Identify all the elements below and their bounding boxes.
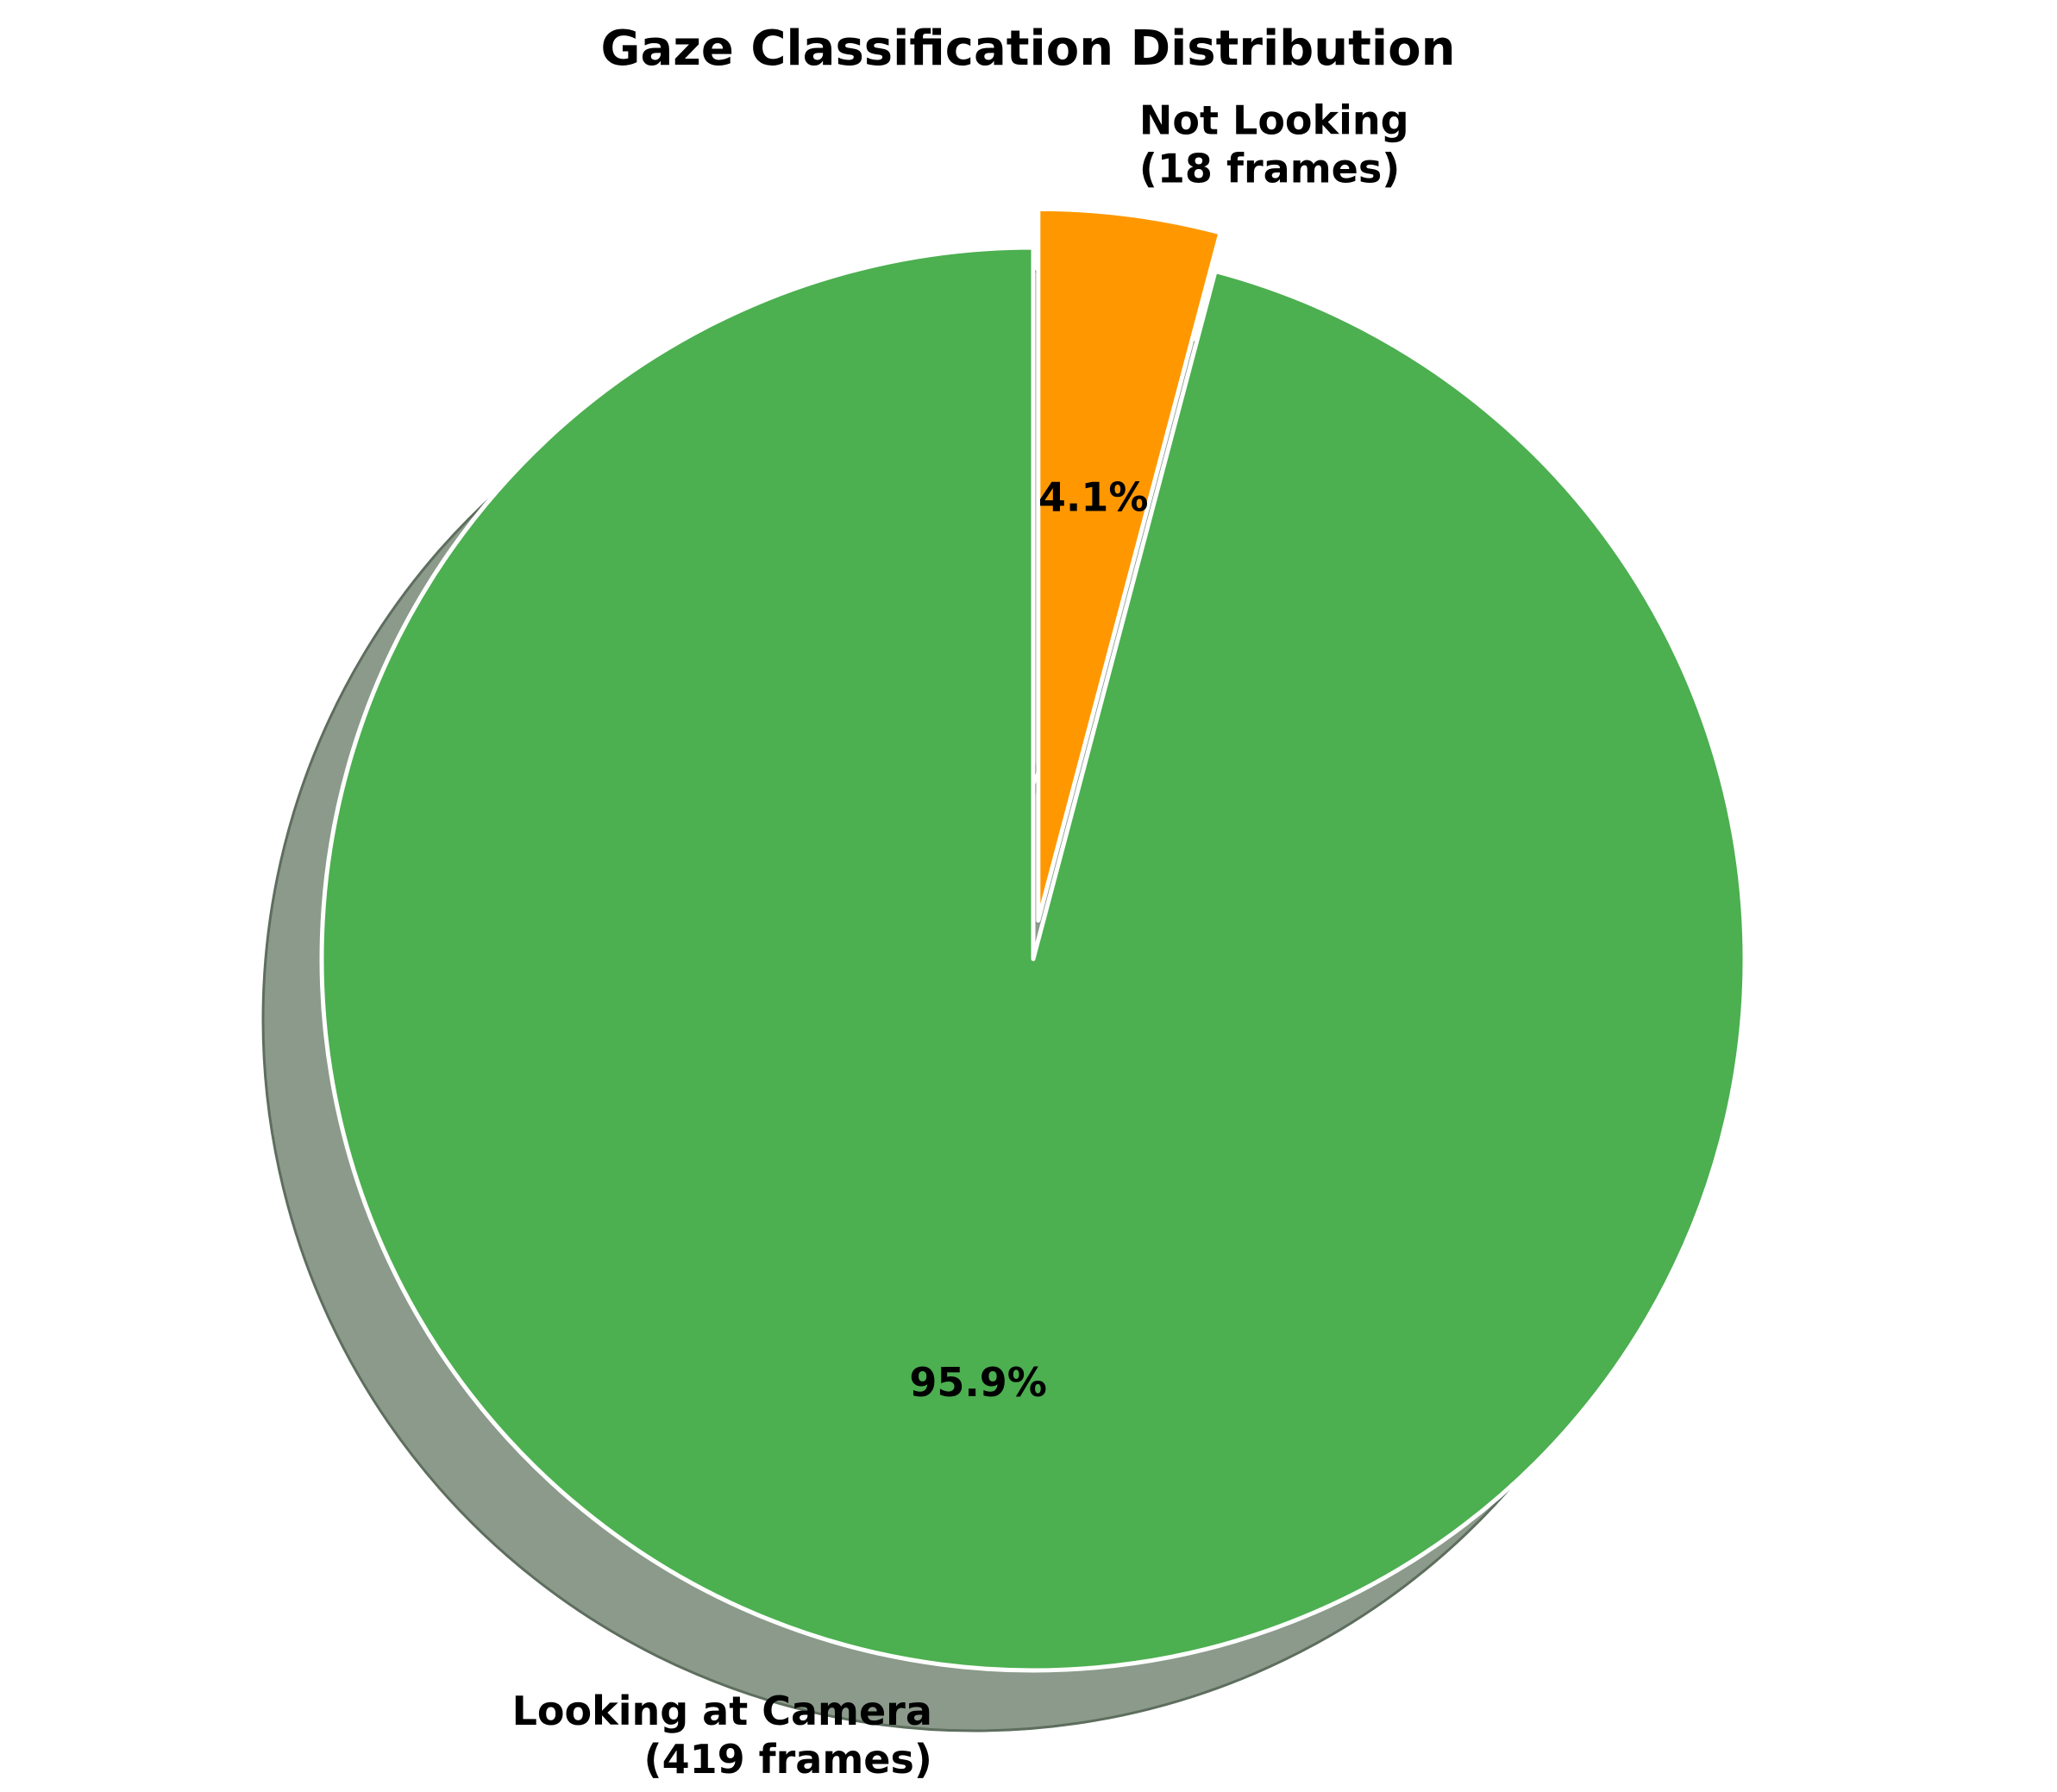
- slice-looking-at-camera: [319, 245, 1747, 1673]
- percent-label-looking-at-camera: 95.9%: [909, 1359, 1047, 1406]
- pie-slices: [319, 206, 1747, 1673]
- percent-label-not-looking: 4.1%: [1038, 474, 1149, 521]
- chart-title: Gaze Classification Distribution: [601, 21, 1456, 77]
- category-label-line: Looking at Camera: [512, 1688, 932, 1734]
- category-label-line: (18 frames): [1139, 145, 1400, 191]
- category-label-looking-at-camera: Looking at Camera (419 frames): [512, 1688, 932, 1783]
- category-label-line: Not Looking: [1139, 97, 1409, 143]
- category-label-not-looking: Not Looking (18 frames): [1139, 97, 1409, 191]
- category-label-line: (419 frames): [644, 1736, 932, 1783]
- pie-labels: 4.1% Not Looking (18 frames) 95.9% Looking a…: [512, 97, 1409, 1782]
- slice-not-looking: [1036, 206, 1223, 923]
